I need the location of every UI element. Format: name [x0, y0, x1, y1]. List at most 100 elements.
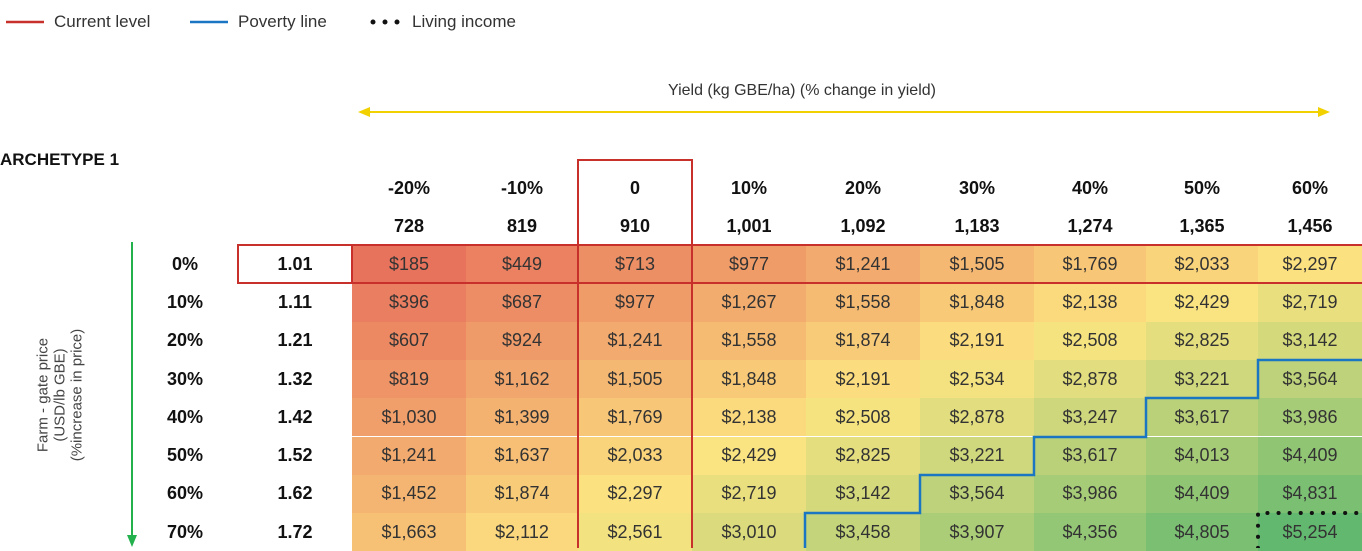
row-pct: 10%: [166, 291, 204, 312]
row-price: 1.42: [277, 406, 313, 427]
cell: $687: [466, 283, 578, 322]
col-pct: -20%: [387, 177, 431, 198]
row-price: 1.11: [277, 291, 313, 312]
cell: $2,561: [578, 513, 692, 551]
axis-label-line: (USD/lb GBE): [51, 348, 69, 442]
arrowhead: [127, 535, 137, 547]
col-yield: 1,365: [1179, 215, 1225, 236]
cell: $3,458: [806, 513, 920, 551]
cell: $4,831: [1258, 474, 1362, 514]
cell: $1,558: [692, 321, 806, 360]
cell: $2,429: [1146, 283, 1258, 322]
legend-label: Poverty line: [238, 12, 327, 31]
cell: $396: [352, 283, 466, 322]
cell: $3,907: [920, 513, 1034, 551]
cell: $819: [352, 359, 466, 399]
row-price: 1.52: [277, 445, 313, 466]
col-yield: 728: [393, 215, 425, 236]
cell: $2,429: [692, 436, 806, 475]
legend-living-swatch: [370, 19, 400, 25]
cell: $2,033: [1146, 245, 1258, 284]
col-yield: 1,274: [1067, 215, 1113, 236]
cell: $2,508: [806, 398, 920, 437]
col-yield: 1,092: [840, 215, 886, 236]
row-pct: 0%: [171, 253, 198, 274]
arrowhead: [358, 107, 370, 117]
cell: $3,564: [1258, 359, 1362, 399]
cell: $4,356: [1034, 513, 1146, 551]
col-pct: 10%: [730, 177, 768, 198]
cell: $1,505: [578, 359, 692, 399]
cell: $3,142: [806, 474, 920, 514]
cell: $924: [466, 321, 578, 360]
cell: $2,297: [1258, 245, 1362, 284]
cell: $3,010: [692, 513, 806, 551]
legend-label: Living income: [412, 12, 516, 31]
col-pct: 50%: [1183, 177, 1221, 198]
archetype-title: ARCHETYPE 1: [0, 150, 120, 169]
cell: $3,221: [1146, 359, 1258, 399]
col-pct: 40%: [1071, 177, 1109, 198]
cell: $3,986: [1258, 398, 1362, 437]
cell: $1,267: [692, 283, 806, 322]
cell: $3,142: [1258, 321, 1362, 360]
row-price: 1.32: [277, 368, 313, 389]
cell: $1,637: [466, 436, 578, 475]
cell: $2,825: [806, 436, 920, 475]
col-yield: 1,456: [1287, 215, 1333, 236]
cell: $3,221: [920, 436, 1034, 475]
cell: $4,409: [1258, 436, 1362, 475]
cell: $2,138: [692, 398, 806, 437]
cell: $2,508: [1034, 321, 1146, 360]
cell: $1,162: [466, 359, 578, 399]
cell: $2,534: [920, 359, 1034, 399]
cell: $2,191: [806, 359, 920, 399]
cell: $4,805: [1146, 513, 1258, 551]
cell: $1,558: [806, 283, 920, 322]
row-pct: 70%: [166, 521, 204, 542]
col-pct: 30%: [958, 177, 996, 198]
cell: $1,874: [806, 321, 920, 360]
cell: $977: [692, 245, 806, 284]
cell: $1,848: [692, 359, 806, 399]
cell: $977: [578, 283, 692, 322]
cell: $1,241: [352, 436, 466, 475]
cell: $2,878: [920, 398, 1034, 437]
living-income-line: [1256, 511, 1362, 548]
cell: $5,254: [1258, 513, 1362, 551]
cell: $449: [466, 245, 578, 284]
cell: $3,247: [1034, 398, 1146, 437]
col-yield: 1,001: [726, 215, 772, 236]
row-pct: 60%: [166, 483, 204, 504]
current-column-box: [577, 159, 693, 548]
cell: $2,719: [1258, 283, 1362, 322]
cell: $1,030: [352, 398, 466, 437]
cell: $1,399: [466, 398, 578, 437]
arrowhead: [1318, 107, 1330, 117]
axis-label-line: (%increase in price): [68, 328, 86, 462]
row-pct: 30%: [166, 368, 204, 389]
cell: $2,825: [1146, 321, 1258, 360]
cell: $1,874: [466, 474, 578, 514]
cell: $2,138: [1034, 283, 1146, 322]
cell: $1,769: [578, 398, 692, 437]
cell: $3,564: [920, 474, 1034, 514]
cell: $1,769: [1034, 245, 1146, 284]
cell: $3,986: [1034, 474, 1146, 514]
col-pct: 60%: [1291, 177, 1329, 198]
cell: $1,452: [352, 474, 466, 514]
cell: $1,505: [920, 245, 1034, 284]
cell: $2,033: [578, 436, 692, 475]
cell: $3,617: [1146, 398, 1258, 437]
col-yield: 910: [619, 215, 651, 236]
cell: $1,241: [578, 321, 692, 360]
axis-label-line: Farm - gate price: [34, 337, 52, 453]
row-pct: 20%: [166, 330, 204, 351]
cell: $1,663: [352, 513, 466, 551]
cell: $4,409: [1146, 474, 1258, 514]
col-pct: 0: [629, 177, 640, 198]
row-price: 1.72: [277, 521, 313, 542]
row-price: 1.01: [277, 253, 313, 274]
